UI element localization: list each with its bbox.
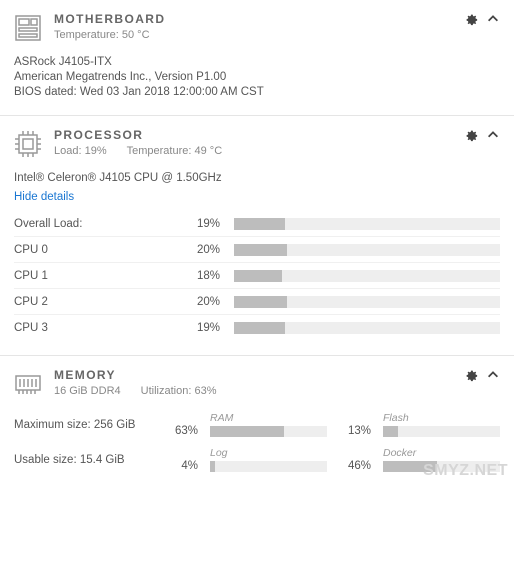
flash-pct: 13%: [335, 425, 375, 437]
cpu-load-row: CPU 118%: [14, 263, 500, 289]
memory-grid: Maximum size: 256 GiB 63% RAM 13% Flash …: [14, 412, 500, 472]
docker-label: Docker: [383, 447, 500, 459]
cpu-load-pct: 18%: [174, 270, 234, 282]
cpu-load-label: Overall Load:: [14, 218, 174, 230]
docker-pct: 46%: [335, 460, 375, 472]
processor-panel: PROCESSOR Load: 19% Temperature: 49 °C I…: [0, 115, 514, 355]
cpu-load-row: CPU 220%: [14, 289, 500, 315]
memory-header: MEMORY 16 GiB DDR4 Utilization: 63%: [14, 368, 500, 398]
log-label: Log: [210, 447, 327, 459]
memory-utilization: Utilization: 63%: [141, 385, 217, 397]
cpu-load-bar: [234, 296, 500, 308]
cpu-load-pct: 20%: [174, 244, 234, 256]
cpu-load-label: CPU 1: [14, 270, 174, 282]
motherboard-temp: Temperature: 50 °C: [54, 29, 150, 41]
flash-bar: [383, 426, 500, 437]
log-pct: 4%: [162, 460, 202, 472]
cpu-load-bar: [234, 244, 500, 256]
motherboard-bios-vendor: American Megatrends Inc., Version P1.00: [14, 71, 500, 83]
cpu-load-label: CPU 0: [14, 244, 174, 256]
cpu-load-pct: 19%: [174, 322, 234, 334]
processor-load: Load: 19%: [54, 145, 107, 157]
motherboard-title: MOTHERBOARD: [54, 12, 452, 26]
ram-label: RAM: [210, 412, 327, 424]
cpu-load-bar: [234, 218, 500, 230]
cpu-load-row: CPU 319%: [14, 315, 500, 341]
cpu-load-pct: 19%: [174, 218, 234, 230]
hide-details-link[interactable]: Hide details: [14, 191, 74, 203]
memory-icon: [14, 370, 42, 398]
motherboard-bios-date: BIOS dated: Wed 03 Jan 2018 12:00:00 AM …: [14, 86, 500, 98]
log-bar-wrap: Log: [210, 447, 327, 472]
docker-bar-wrap: Docker: [383, 447, 500, 472]
cpu-load-row: Overall Load:19%: [14, 211, 500, 237]
memory-usable-size: Usable size: 15.4 GiB: [14, 454, 154, 466]
cpu-load-label: CPU 2: [14, 296, 174, 308]
flash-label: Flash: [383, 412, 500, 424]
flash-bar-wrap: Flash: [383, 412, 500, 437]
processor-icon: [14, 130, 42, 158]
processor-model: Intel® Celeron® J4105 CPU @ 1.50GHz: [14, 172, 500, 184]
collapse-icon[interactable]: [486, 12, 500, 26]
log-bar: [210, 461, 327, 472]
ram-bar-wrap: RAM: [210, 412, 327, 437]
motherboard-model: ASRock J4105-ITX: [14, 56, 500, 68]
cpu-load-row: CPU 020%: [14, 237, 500, 263]
collapse-icon[interactable]: [486, 128, 500, 142]
docker-bar: [383, 461, 500, 472]
ram-bar: [210, 426, 327, 437]
memory-title: MEMORY: [54, 368, 452, 382]
gear-icon[interactable]: [464, 12, 478, 26]
cpu-load-bar: [234, 322, 500, 334]
memory-panel: MEMORY 16 GiB DDR4 Utilization: 63% Maxi…: [0, 355, 514, 486]
motherboard-header: MOTHERBOARD Temperature: 50 °C: [14, 12, 500, 42]
ram-pct: 63%: [162, 425, 202, 437]
motherboard-panel: MOTHERBOARD Temperature: 50 °C ASRock J4…: [0, 0, 514, 115]
cpu-load-bar: [234, 270, 500, 282]
cpu-load-list: Overall Load:19%CPU 020%CPU 118%CPU 220%…: [14, 211, 500, 341]
processor-temp: Temperature: 49 °C: [127, 145, 223, 157]
memory-capacity: 16 GiB DDR4: [54, 385, 121, 397]
cpu-load-label: CPU 3: [14, 322, 174, 334]
gear-icon[interactable]: [464, 128, 478, 142]
cpu-load-pct: 20%: [174, 296, 234, 308]
memory-max-size: Maximum size: 256 GiB: [14, 419, 154, 431]
collapse-icon[interactable]: [486, 368, 500, 382]
motherboard-icon: [14, 14, 42, 42]
processor-title: PROCESSOR: [54, 128, 452, 142]
processor-header: PROCESSOR Load: 19% Temperature: 49 °C: [14, 128, 500, 158]
gear-icon[interactable]: [464, 368, 478, 382]
